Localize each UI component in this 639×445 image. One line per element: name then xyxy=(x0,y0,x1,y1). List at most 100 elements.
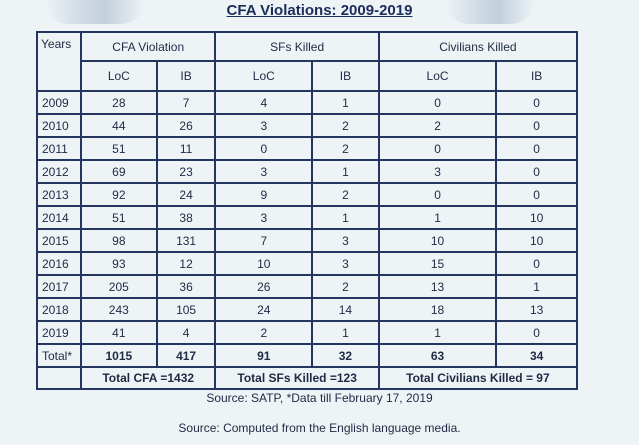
cell-year: 2013 xyxy=(36,182,82,207)
cell-sf-ib: 3 xyxy=(311,251,380,276)
cell-civ-ib: 0 xyxy=(495,320,578,345)
cell-sf-loc: 9 xyxy=(214,182,314,207)
total-sf-ib: 32 xyxy=(311,343,380,368)
cell-cfa-ib: 23 xyxy=(155,159,217,184)
cell-civ-loc: 0 xyxy=(377,136,498,161)
cell-sf-ib: 2 xyxy=(311,274,380,299)
cell-cfa-loc: 69 xyxy=(79,159,158,184)
cell-cfa-ib: 11 xyxy=(155,136,217,161)
cell-sf-loc: 10 xyxy=(214,251,314,276)
cell-civ-ib: 0 xyxy=(495,251,578,276)
cell-cfa-loc: 51 xyxy=(79,205,158,230)
cell-cfa-loc: 44 xyxy=(79,113,158,138)
table-row: 2013 92 24 9 2 0 0 xyxy=(36,182,578,207)
cell-year: 2016 xyxy=(36,251,82,276)
cell-civ-ib: 0 xyxy=(495,182,578,207)
cell-sf-loc: 24 xyxy=(214,297,314,322)
grand-total-row: Total CFA =1432 Total SFs Killed =123 To… xyxy=(36,366,579,390)
cell-cfa-loc: 205 xyxy=(79,274,158,299)
cell-sf-ib: 3 xyxy=(311,228,380,253)
cell-sf-loc: 4 xyxy=(214,90,314,115)
cell-cfa-ib: 38 xyxy=(155,205,217,230)
cell-year: 2010 xyxy=(36,113,82,138)
cell-sf-ib: 2 xyxy=(311,113,380,138)
cell-civ-loc: 15 xyxy=(377,251,498,276)
cell-civ-loc: 3 xyxy=(377,159,498,184)
civilians-killed-header: Civilians Killed xyxy=(377,31,579,62)
cfa-violation-header: CFA Violation xyxy=(79,31,217,62)
cell-civ-ib: 13 xyxy=(495,297,578,322)
cell-cfa-ib: 7 xyxy=(155,90,217,115)
years-header: Years xyxy=(36,31,82,92)
table-row: 2019 41 4 2 1 1 0 xyxy=(36,320,578,345)
grand-total-empty-cell xyxy=(36,366,82,390)
table-header-row-2: LoC IB LoC IB LoC IB xyxy=(37,60,578,92)
cell-year: 2009 xyxy=(36,90,82,115)
source-computed-note: Source: Computed from the English langua… xyxy=(178,421,461,435)
cell-civ-ib: 0 xyxy=(495,113,578,138)
cell-sf-ib: 14 xyxy=(311,297,380,322)
total-label: Total* xyxy=(36,343,82,368)
cell-civ-loc: 1 xyxy=(377,205,498,230)
cell-cfa-loc: 28 xyxy=(79,90,158,115)
total-sf-loc: 91 xyxy=(214,343,314,368)
cell-civ-ib: 0 xyxy=(495,90,578,115)
cell-cfa-loc: 243 xyxy=(79,297,158,322)
cell-sf-ib: 1 xyxy=(311,159,380,184)
cell-civ-ib: 10 xyxy=(495,205,578,230)
decorative-wave-right xyxy=(445,0,535,24)
cell-sf-loc: 3 xyxy=(214,113,314,138)
cell-sf-ib: 2 xyxy=(311,182,380,207)
cell-sf-loc: 0 xyxy=(214,136,314,161)
page-title: CFA Violations: 2009-2019 xyxy=(226,2,413,19)
cell-civ-loc: 13 xyxy=(377,274,498,299)
table-row: 2018 243 105 24 14 18 13 xyxy=(36,297,578,322)
cell-cfa-loc: 41 xyxy=(79,320,158,345)
sfs-killed-header: SFs Killed xyxy=(214,31,380,62)
cell-civ-loc: 0 xyxy=(377,90,498,115)
table-row: 2012 69 23 3 1 3 0 xyxy=(36,159,578,184)
table-row: 2010 44 26 3 2 2 0 xyxy=(36,113,578,138)
cell-year: 2018 xyxy=(36,297,82,322)
cell-civ-loc: 18 xyxy=(377,297,498,322)
cell-cfa-loc: 93 xyxy=(79,251,158,276)
cell-sf-ib: 2 xyxy=(311,136,380,161)
cell-sf-ib: 1 xyxy=(311,90,380,115)
cell-cfa-loc: 98 xyxy=(79,228,158,253)
total-row: Total* 1015 417 91 32 63 34 xyxy=(36,343,578,368)
total-cfa-loc: 1015 xyxy=(79,343,158,368)
total-civ-loc: 63 xyxy=(377,343,498,368)
cell-civ-loc: 1 xyxy=(377,320,498,345)
cell-sf-loc: 26 xyxy=(214,274,314,299)
cell-sf-loc: 2 xyxy=(214,320,314,345)
cell-year: 2019 xyxy=(36,320,82,345)
cfa-ib-header: IB xyxy=(155,60,217,92)
cell-sf-loc: 3 xyxy=(214,159,314,184)
cfa-loc-header: LoC xyxy=(79,60,158,92)
cell-civ-ib: 0 xyxy=(495,159,578,184)
cell-sf-ib: 1 xyxy=(311,320,380,345)
cell-year: 2014 xyxy=(36,205,82,230)
cell-year: 2015 xyxy=(36,228,82,253)
table-row: 2016 93 12 10 3 15 0 xyxy=(36,251,578,276)
decorative-wave-left xyxy=(45,0,145,24)
cell-cfa-ib: 24 xyxy=(155,182,217,207)
total-cfa: Total CFA =1432 xyxy=(79,366,217,390)
civ-loc-header: LoC xyxy=(377,60,498,92)
cell-civ-loc: 2 xyxy=(377,113,498,138)
cell-civ-loc: 0 xyxy=(377,182,498,207)
cell-cfa-ib: 36 xyxy=(155,274,217,299)
cell-cfa-ib: 12 xyxy=(155,251,217,276)
sf-ib-header: IB xyxy=(311,60,380,92)
table-row: 2011 51 11 0 2 0 0 xyxy=(36,136,578,161)
cell-year: 2012 xyxy=(36,159,82,184)
cell-year: 2017 xyxy=(36,274,82,299)
cell-cfa-loc: 51 xyxy=(79,136,158,161)
cell-civ-loc: 10 xyxy=(377,228,498,253)
total-cfa-ib: 417 xyxy=(155,343,217,368)
cell-cfa-ib: 105 xyxy=(155,297,217,322)
table-row: 2015 98 131 7 3 10 10 xyxy=(36,228,578,253)
cell-civ-ib: 0 xyxy=(495,136,578,161)
table-row: 2014 51 38 3 1 1 10 xyxy=(36,205,578,230)
cell-sf-ib: 1 xyxy=(311,205,380,230)
